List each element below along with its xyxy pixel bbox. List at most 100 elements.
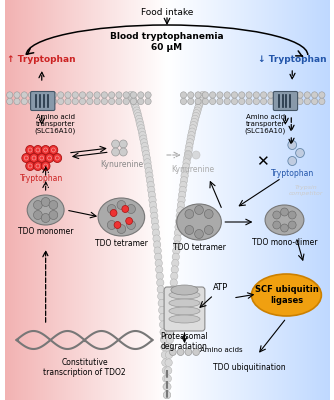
Circle shape	[149, 202, 157, 209]
Circle shape	[141, 142, 148, 150]
Circle shape	[94, 98, 100, 104]
Circle shape	[239, 92, 245, 98]
Text: Amino acid
transporter
(SLC16A10): Amino acid transporter (SLC16A10)	[244, 114, 286, 134]
Circle shape	[175, 218, 183, 225]
Text: Kynurenine: Kynurenine	[172, 165, 215, 174]
Circle shape	[275, 98, 281, 104]
Circle shape	[209, 92, 216, 98]
Circle shape	[297, 98, 303, 104]
Circle shape	[49, 210, 58, 220]
Circle shape	[163, 375, 170, 382]
Circle shape	[192, 151, 200, 159]
Circle shape	[41, 162, 50, 170]
Text: TDO tetramer: TDO tetramer	[173, 243, 225, 252]
Circle shape	[138, 98, 144, 104]
Circle shape	[180, 176, 188, 184]
Circle shape	[191, 115, 199, 123]
Circle shape	[138, 92, 144, 98]
Circle shape	[156, 272, 163, 280]
Circle shape	[153, 241, 161, 248]
Circle shape	[159, 314, 166, 321]
Circle shape	[290, 98, 296, 104]
Circle shape	[43, 98, 49, 104]
Circle shape	[146, 176, 154, 184]
Circle shape	[26, 162, 34, 170]
Circle shape	[156, 266, 163, 273]
Circle shape	[37, 154, 46, 162]
Ellipse shape	[98, 198, 145, 236]
Circle shape	[176, 212, 183, 220]
Circle shape	[79, 92, 86, 98]
Circle shape	[177, 348, 184, 356]
Circle shape	[50, 92, 56, 98]
Circle shape	[190, 122, 197, 129]
Circle shape	[145, 92, 151, 98]
Circle shape	[174, 229, 182, 237]
Circle shape	[21, 92, 27, 98]
Circle shape	[36, 92, 42, 98]
Circle shape	[127, 91, 135, 99]
Circle shape	[57, 92, 64, 98]
Circle shape	[162, 367, 169, 374]
Circle shape	[281, 224, 288, 232]
Circle shape	[171, 272, 178, 280]
Circle shape	[65, 92, 71, 98]
Circle shape	[87, 98, 93, 104]
Circle shape	[28, 98, 35, 104]
Circle shape	[79, 98, 86, 104]
Circle shape	[130, 92, 137, 98]
Circle shape	[139, 132, 146, 139]
Circle shape	[319, 98, 325, 104]
Circle shape	[177, 207, 184, 214]
Circle shape	[160, 328, 167, 336]
Circle shape	[174, 235, 181, 242]
Circle shape	[160, 336, 168, 343]
Text: SCF ubiquitin
ligases: SCF ubiquitin ligases	[255, 285, 318, 305]
Circle shape	[275, 92, 281, 98]
Circle shape	[146, 172, 153, 180]
Circle shape	[152, 229, 160, 237]
Circle shape	[268, 98, 274, 104]
Circle shape	[45, 154, 54, 162]
Circle shape	[261, 92, 267, 98]
Circle shape	[180, 98, 187, 104]
Circle shape	[110, 210, 117, 216]
Circle shape	[166, 336, 174, 343]
Circle shape	[7, 92, 13, 98]
Circle shape	[123, 98, 129, 104]
Circle shape	[163, 391, 171, 399]
Circle shape	[172, 253, 179, 261]
Ellipse shape	[169, 307, 200, 315]
Circle shape	[65, 98, 71, 104]
Ellipse shape	[169, 315, 200, 323]
Circle shape	[49, 146, 58, 154]
Circle shape	[296, 148, 304, 158]
Circle shape	[33, 210, 42, 220]
Circle shape	[239, 98, 245, 104]
Circle shape	[185, 226, 194, 234]
Circle shape	[165, 367, 172, 374]
Circle shape	[50, 98, 56, 104]
FancyBboxPatch shape	[31, 92, 55, 110]
Circle shape	[178, 196, 185, 204]
Circle shape	[166, 343, 173, 351]
Circle shape	[175, 223, 182, 231]
Circle shape	[186, 142, 193, 150]
Circle shape	[155, 259, 162, 267]
Circle shape	[101, 98, 108, 104]
Circle shape	[150, 207, 157, 214]
Circle shape	[157, 286, 164, 293]
Circle shape	[144, 163, 152, 170]
Circle shape	[181, 172, 188, 180]
Text: Blood tryptophanemia
60 μM: Blood tryptophanemia 60 μM	[110, 32, 224, 52]
Circle shape	[131, 102, 139, 110]
Circle shape	[163, 383, 170, 390]
Circle shape	[195, 98, 201, 104]
Circle shape	[261, 98, 267, 104]
Circle shape	[193, 348, 199, 356]
Circle shape	[164, 375, 171, 382]
Circle shape	[169, 292, 176, 300]
Ellipse shape	[27, 195, 64, 225]
Text: Proteasomal
degradation: Proteasomal degradation	[161, 332, 208, 351]
Text: Tryptophan: Tryptophan	[20, 174, 63, 183]
